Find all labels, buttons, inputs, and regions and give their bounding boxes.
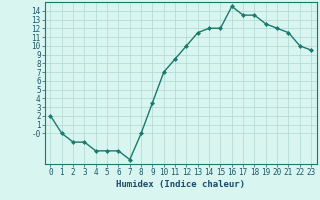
X-axis label: Humidex (Indice chaleur): Humidex (Indice chaleur) [116,180,245,189]
